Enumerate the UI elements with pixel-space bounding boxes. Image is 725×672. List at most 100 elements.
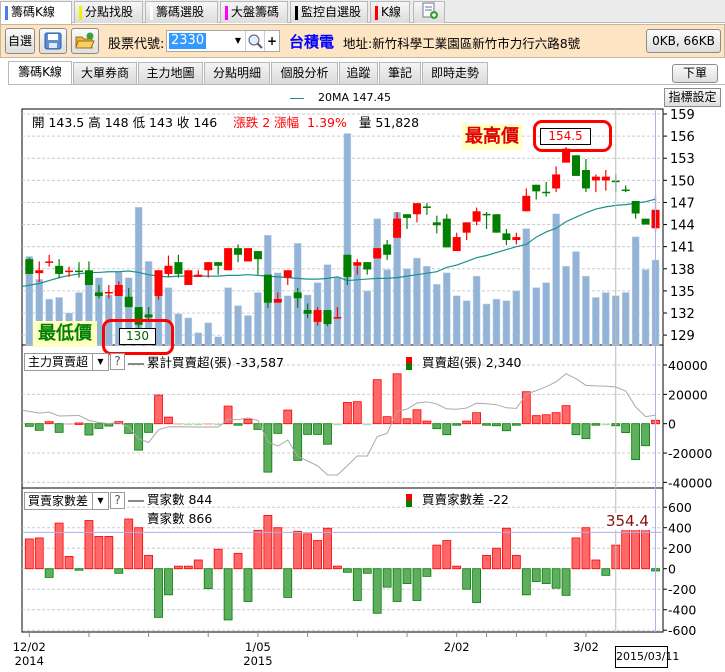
buyer-diff-bar	[641, 524, 650, 570]
net-buy-bar	[164, 416, 173, 425]
red-green-swatch-icon	[406, 357, 412, 370]
buyer-diff-bar	[303, 533, 313, 570]
highest-price-tag: 最高價	[462, 124, 522, 150]
candle	[55, 259, 64, 279]
tab-monitor-watchlist[interactable]: 監控自選股	[290, 1, 368, 23]
candle-body	[273, 298, 282, 303]
net-buy-bar	[342, 402, 352, 425]
subtab-tracking[interactable]: 追蹤	[339, 62, 378, 84]
volume-bar	[184, 317, 193, 346]
candle	[184, 270, 193, 285]
buyer-diff-bar	[193, 559, 203, 570]
save-button[interactable]	[39, 28, 67, 54]
net-buy-bar	[492, 423, 501, 427]
volume-bar	[502, 300, 511, 346]
tab-label: K線	[381, 5, 401, 19]
candle	[224, 248, 233, 271]
tab-market-chips[interactable]: 大盤籌碼	[220, 1, 288, 23]
buyer-diff-bar	[452, 565, 462, 570]
net-buy-bar	[204, 423, 213, 425]
tab-chip-kline[interactable]: 籌碼K線	[0, 1, 72, 24]
subtab-notes[interactable]: 筆記	[379, 62, 421, 84]
buyer-diff-bar	[422, 568, 432, 577]
candle-body	[174, 262, 183, 274]
change-value: 漲跌 2	[233, 115, 271, 130]
chevron-down-icon[interactable]: ▼	[234, 36, 242, 45]
net-buy-bar	[482, 423, 491, 426]
price-tick-label: 144	[670, 219, 695, 234]
buyer-diff-help-button[interactable]: ?	[110, 492, 125, 509]
net-buy-help-button[interactable]: ?	[110, 353, 125, 370]
net-buy-bar	[333, 423, 342, 426]
candle-body	[164, 265, 173, 274]
candle-body	[154, 270, 163, 297]
add-stock-button[interactable]: +	[264, 31, 279, 51]
candle-body	[35, 270, 44, 274]
stock-chart[interactable]: 1591561531501471441411381351321294000020…	[0, 105, 725, 672]
watchlist-button[interactable]: 自選	[5, 28, 35, 54]
ma-legend: 20MA 147.45	[290, 91, 391, 104]
buyer-diff-bar	[601, 568, 611, 576]
volume-bar	[452, 295, 461, 346]
candle	[313, 307, 322, 326]
stock-code-input[interactable]: 2330	[169, 33, 207, 49]
volume-bar	[323, 264, 332, 346]
price-tick-label: 147	[670, 196, 695, 211]
stock-code-label: 股票代號:	[108, 37, 165, 52]
lowest-price-highlight	[102, 319, 174, 355]
cursor-date-label: 2015/03/11	[615, 646, 679, 668]
net-buy-bar	[184, 423, 193, 426]
subtab-branch-detail[interactable]: 分點明細	[204, 62, 270, 84]
subtab-realtime[interactable]: 即時走勢	[422, 62, 488, 84]
candle-body	[253, 251, 262, 260]
candle-body	[591, 176, 600, 181]
subtab-chip-kline[interactable]: 籌碼K線	[8, 61, 72, 85]
buyer-diff-bar	[183, 565, 193, 570]
volume-bar	[462, 300, 471, 346]
storage-size-button[interactable]: 0KB, 66KB	[646, 29, 721, 53]
candle	[432, 215, 441, 234]
candle	[363, 262, 372, 275]
tab-chip-screener[interactable]: 籌碼選股	[145, 1, 218, 23]
subtab-stock-analysis[interactable]: 個股分析	[271, 62, 338, 84]
buyer-diff-bar	[273, 527, 283, 570]
stock-name[interactable]: 台積電	[289, 33, 335, 51]
candle	[552, 166, 561, 193]
net-buy-indicator-select[interactable]: 主力買賣超 ▼	[24, 353, 109, 371]
candle	[283, 270, 292, 285]
candle	[591, 174, 600, 193]
buyer-diff-bar	[561, 568, 571, 596]
stock-code-combobox[interactable]: 2330 ▼ +	[166, 30, 280, 52]
net-buy-bar	[134, 423, 144, 451]
indicator-settings-button[interactable]: 指標設定	[664, 88, 721, 107]
candle	[273, 292, 282, 303]
tab-add-new[interactable]	[413, 1, 445, 23]
order-button[interactable]: 下單	[672, 64, 718, 83]
buyer-diff-indicator-select[interactable]: 買賣家數差 ▼	[24, 492, 109, 510]
search-button[interactable]	[245, 31, 263, 51]
net-buy-bar	[581, 423, 591, 440]
subtab-large-brokers[interactable]: 大單券商	[73, 62, 137, 84]
candle-body	[422, 206, 431, 208]
volume-bar	[363, 290, 372, 346]
volume-bar	[134, 207, 143, 346]
candle	[75, 262, 83, 278]
tab-kline[interactable]: K線	[370, 1, 410, 23]
x-date-label: 2/02	[444, 640, 470, 654]
net-buy-bar	[283, 409, 293, 425]
net-buy-bar	[154, 394, 163, 425]
candle	[65, 266, 74, 277]
tab-label: 分點找股	[85, 5, 134, 19]
diff-tick-label: 400	[668, 521, 692, 536]
net-buy-bar	[253, 423, 263, 430]
net-buy-bar	[422, 420, 432, 425]
open-folder-button[interactable]	[71, 28, 99, 54]
subtab-main-force-map[interactable]: 主力地圖	[138, 62, 203, 84]
module-tab-bar: 籌碼K線 分點找股 籌碼選股 大盤籌碼 監控自選股 K線	[0, 0, 725, 24]
candle-body	[363, 262, 372, 270]
buyer-diff-bar	[104, 536, 114, 570]
candle-body	[55, 265, 64, 274]
candle-body	[462, 222, 471, 233]
tab-branch-find[interactable]: 分點找股	[74, 1, 143, 23]
candle-body	[532, 184, 541, 192]
